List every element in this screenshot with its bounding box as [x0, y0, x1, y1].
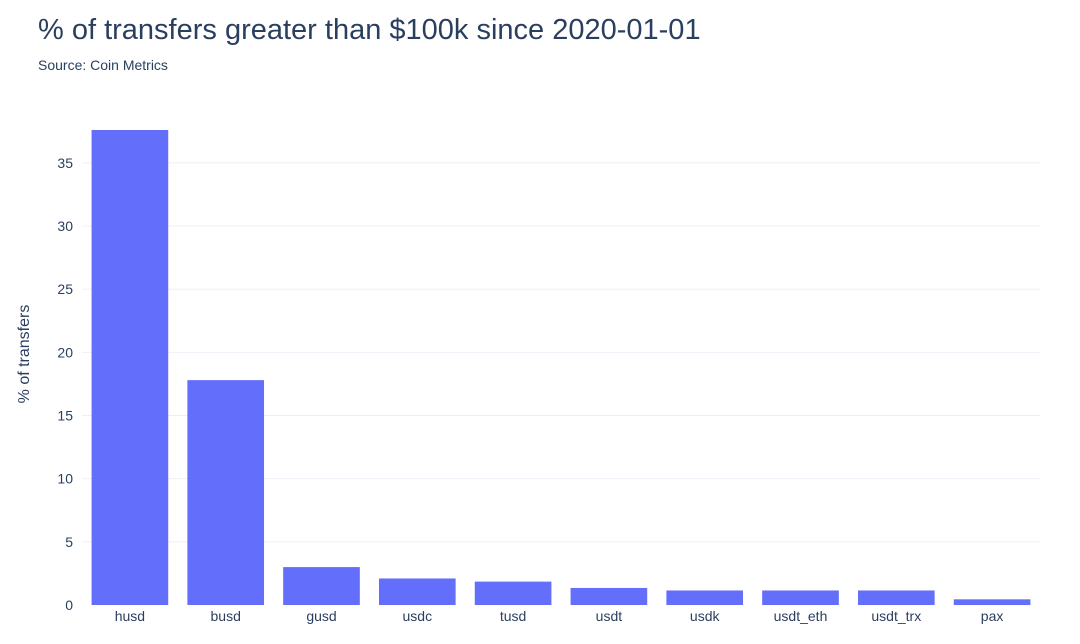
y-axis-label: % of transfers [16, 305, 33, 404]
bar-usdk[interactable] [666, 590, 744, 605]
x-tick-label: usdt [596, 608, 623, 624]
bar-usdt[interactable] [570, 587, 648, 605]
y-tick-label: 10 [57, 471, 73, 487]
x-tick-label: usdk [690, 608, 721, 624]
bar-tusd[interactable] [474, 581, 552, 605]
x-tick-label: busd [211, 608, 241, 624]
bar-usdc[interactable] [378, 578, 456, 605]
bars [91, 130, 1031, 605]
y-tick-label: 25 [57, 281, 73, 297]
bar-pax[interactable] [953, 599, 1031, 605]
x-axis-ticks: husd busd gusd usdc tusd usdt usdk usdt_eth usdt… [115, 608, 1004, 624]
y-tick-label: 20 [57, 344, 73, 360]
x-tick-label: gusd [306, 608, 336, 624]
chart-title: % of transfers greater than $100k since … [38, 14, 701, 46]
x-tick-label: usdt_trx [871, 608, 921, 624]
y-tick-label: 15 [57, 408, 73, 424]
y-tick-label: 30 [57, 218, 73, 234]
y-tick-label: 0 [65, 597, 73, 613]
chart-subtitle: Source: Coin Metrics [38, 57, 168, 73]
x-tick-label: usdc [403, 608, 433, 624]
y-axis-ticks: 0 5 10 15 20 25 30 35 [57, 155, 73, 613]
x-tick-label: husd [115, 608, 145, 624]
bar-husd[interactable] [91, 130, 169, 605]
y-tick-label: 5 [65, 534, 73, 550]
x-tick-label: tusd [500, 608, 526, 624]
gridlines [82, 162, 1040, 543]
bar-gusd[interactable] [283, 567, 360, 605]
bar-busd[interactable] [187, 380, 265, 605]
bar-usdt-eth[interactable] [762, 590, 839, 605]
x-tick-label: pax [981, 608, 1004, 624]
bar-usdt-trx[interactable] [857, 590, 935, 605]
y-tick-label: 35 [57, 155, 73, 171]
x-tick-label: usdt_eth [774, 608, 828, 624]
